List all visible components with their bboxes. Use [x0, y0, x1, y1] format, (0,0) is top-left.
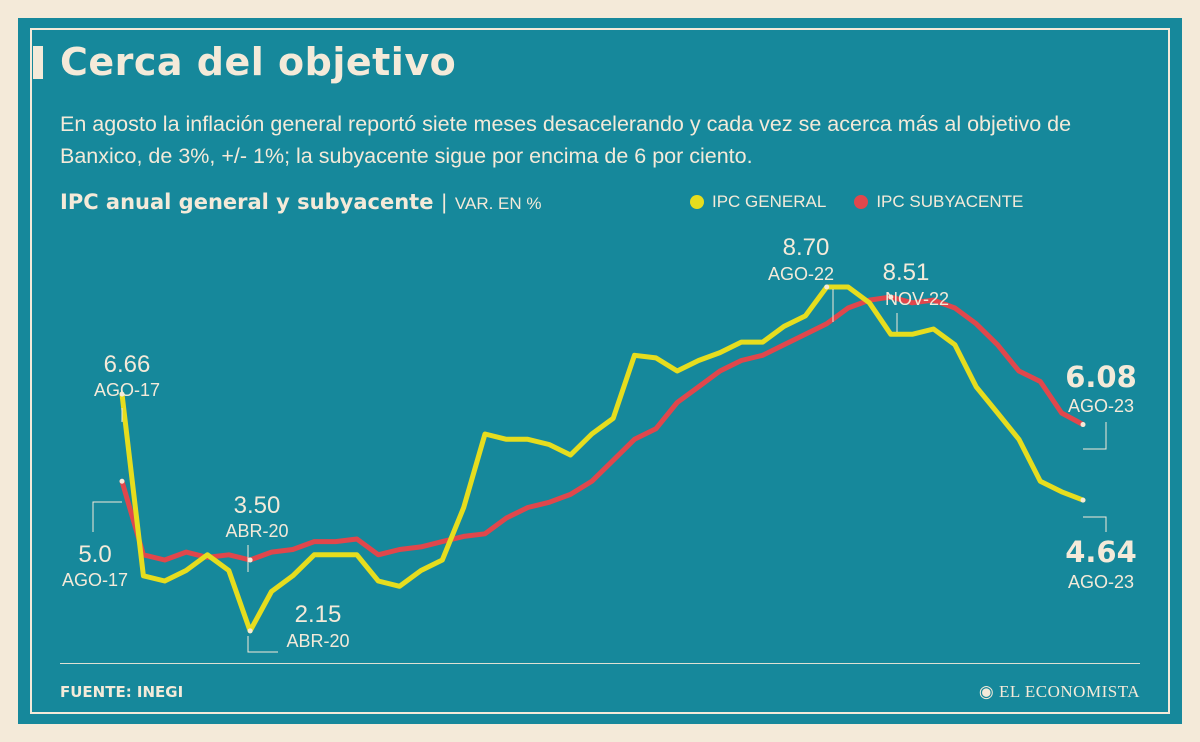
legend-swatch-subyacente [854, 195, 869, 209]
legend-label-subyacente: IPC SUBYACENTE [876, 192, 1024, 211]
legend: IPC GENERAL IPC SUBYACENTE [690, 192, 1023, 212]
data-label-date-subyacente-nov-22: NOV-22 [885, 289, 949, 309]
data-label-value-subyacente-abr-20: 3.50 [234, 492, 281, 519]
data-point-general-abr-20 [247, 628, 253, 634]
data-point-general-ago-17 [119, 391, 125, 397]
data-label-value-general-ago-22: 8.70 [783, 234, 830, 261]
data-point-general-ago-23 [1080, 497, 1086, 503]
data-point-subyacente-abr-20 [247, 557, 253, 563]
data-label-date-general-ago-23: AGO-23 [1068, 572, 1134, 592]
footer-divider [60, 663, 1140, 664]
data-point-general-ago-22 [824, 284, 830, 290]
chart-panel [18, 18, 1182, 724]
data-label-date-subyacente-abr-20: ABR-20 [225, 521, 288, 541]
legend-item-subyacente: IPC SUBYACENTE [854, 192, 1023, 212]
source-note: FUENTE: INEGI [60, 683, 184, 701]
page-subtitle: En agosto la inflación general reportó s… [60, 112, 1072, 168]
leader-line-general-ago-23 [1083, 516, 1107, 532]
leader-line-general-abr-20 [247, 636, 278, 653]
chart-title-separator: | [441, 191, 447, 214]
legend-item-general: IPC GENERAL [690, 192, 826, 212]
data-label-value-subyacente-ago-23: 6.08 [1065, 360, 1137, 394]
data-label-date-subyacente-ago-23: AGO-23 [1068, 396, 1134, 416]
legend-label-general: IPC GENERAL [712, 192, 827, 211]
leader-line-subyacente-ago-23 [1083, 422, 1107, 450]
data-point-subyacente-ago-23 [1080, 422, 1086, 428]
data-label-value-subyacente-nov-22: 8.51 [883, 259, 930, 286]
data-label-value-general-ago-23: 4.64 [1065, 535, 1137, 569]
panel-frame [30, 28, 1170, 714]
data-point-subyacente-nov-22 [888, 294, 894, 300]
data-label-date-general-ago-22: AGO-22 [768, 264, 834, 284]
data-label-value-subyacente-ago-17: 5.0 [78, 541, 111, 568]
data-point-subyacente-ago-17 [119, 478, 125, 484]
brand-logo: ◉ EL ECONOMISTA [978, 682, 1140, 701]
page-title: Cerca del objetivo [60, 40, 457, 84]
leader-line-subyacente-ago-17 [92, 501, 122, 532]
legend-swatch-general [690, 195, 704, 209]
brand-name: EL ECONOMISTA [999, 682, 1140, 701]
chart-unit: VAR. EN % [454, 194, 542, 213]
chart-title-row: IPC anual general y subyacente | VAR. EN % [60, 190, 542, 215]
data-label-value-general-ago-17: 6.66 [104, 351, 151, 378]
series-line-subyacente [119, 294, 1086, 563]
data-label-date-general-abr-20: ABR-20 [286, 631, 349, 651]
data-label-value-general-abr-20: 2.15 [295, 601, 342, 628]
series-line-general [119, 284, 1086, 634]
chart-title: IPC anual general y subyacente [60, 190, 434, 214]
data-label-date-general-ago-17: AGO-17 [94, 380, 160, 400]
data-label-date-subyacente-ago-17: AGO-17 [62, 570, 128, 590]
title-accent-bar [33, 46, 43, 79]
